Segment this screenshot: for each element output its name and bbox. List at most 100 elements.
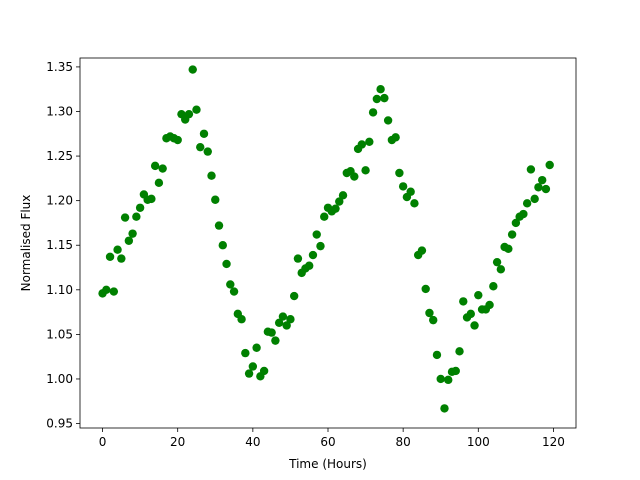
- data-point: [113, 245, 122, 254]
- data-point: [286, 315, 295, 324]
- data-point: [293, 254, 303, 263]
- data-point: [267, 328, 276, 337]
- data-point: [537, 175, 547, 185]
- data-point: [218, 241, 227, 250]
- data-point: [511, 218, 521, 228]
- data-point: [154, 178, 164, 188]
- data-point: [184, 109, 194, 119]
- data-point: [188, 65, 197, 74]
- data-point: [207, 171, 216, 180]
- data-point: [350, 172, 359, 181]
- data-point: [316, 241, 325, 251]
- data-point: [496, 265, 506, 274]
- data-point: [417, 246, 427, 255]
- data-point: [308, 250, 318, 260]
- y-tick-label: 0.95: [46, 417, 73, 431]
- data-point: [158, 164, 167, 173]
- data-point: [526, 165, 536, 174]
- data-point: [391, 133, 400, 142]
- data-point: [192, 105, 201, 114]
- data-point: [380, 93, 389, 103]
- data-point: [278, 312, 288, 321]
- data-point: [252, 343, 261, 352]
- data-point: [395, 168, 404, 178]
- data-point: [410, 199, 419, 208]
- data-point: [105, 252, 115, 262]
- data-point: [312, 230, 321, 239]
- data-point: [398, 182, 408, 191]
- y-tick-label: 1.05: [46, 327, 73, 341]
- data-point: [320, 212, 329, 221]
- data-point: [226, 280, 235, 289]
- data-point: [274, 318, 284, 327]
- data-point: [504, 244, 513, 253]
- y-tick-label: 1.15: [46, 238, 73, 252]
- y-tick-label: 1.25: [46, 149, 73, 163]
- data-point: [365, 137, 374, 147]
- data-points: [98, 65, 554, 413]
- data-point: [361, 166, 370, 175]
- data-point: [150, 161, 160, 171]
- x-axis-label: Time (Hours): [288, 457, 367, 471]
- data-point: [214, 221, 224, 230]
- data-point: [372, 94, 382, 104]
- data-point: [222, 259, 231, 269]
- data-point: [406, 187, 415, 196]
- data-point: [440, 404, 449, 413]
- x-tick-label: 120: [542, 435, 565, 449]
- x-tick-label: 0: [99, 435, 107, 449]
- data-point: [357, 140, 367, 149]
- data-point: [117, 254, 126, 263]
- data-point: [124, 236, 134, 245]
- data-point: [248, 362, 258, 371]
- data-point: [331, 204, 340, 213]
- data-point: [522, 199, 532, 208]
- data-point: [135, 203, 145, 212]
- data-point: [376, 85, 385, 94]
- data-point: [338, 191, 348, 200]
- data-point: [132, 212, 141, 221]
- data-point: [271, 336, 280, 345]
- y-tick-label: 1.10: [46, 283, 73, 297]
- data-point: [211, 195, 220, 204]
- data-point: [485, 300, 494, 310]
- data-point: [507, 230, 517, 239]
- data-point: [530, 194, 539, 204]
- data-point: [466, 309, 475, 319]
- x-tick-label: 80: [396, 435, 411, 449]
- data-point: [474, 290, 483, 300]
- data-point: [173, 135, 182, 145]
- x-tick-label: 100: [467, 435, 490, 449]
- data-point: [541, 184, 551, 194]
- data-point: [451, 366, 460, 376]
- data-point: [492, 257, 502, 267]
- data-point: [120, 213, 130, 222]
- data-point: [368, 108, 378, 117]
- data-point: [545, 160, 554, 170]
- data-point: [470, 321, 479, 330]
- data-point: [289, 291, 299, 301]
- data-point: [534, 183, 543, 192]
- y-tick-label: 1.35: [46, 60, 73, 74]
- plot-area: [80, 58, 576, 428]
- data-point: [335, 197, 344, 206]
- data-point: [102, 285, 111, 295]
- data-point: [229, 287, 239, 296]
- data-point: [196, 142, 205, 152]
- plot-frame: [79, 57, 577, 429]
- x-axis-ticks: 0 20 40 60 80 100 120: [99, 428, 565, 449]
- data-point: [203, 147, 212, 156]
- data-point: [459, 297, 468, 306]
- data-point: [199, 129, 209, 138]
- data-point: [421, 284, 430, 294]
- data-point: [241, 348, 250, 358]
- data-point: [425, 308, 434, 318]
- data-point: [489, 282, 498, 291]
- x-tick-label: 20: [170, 435, 185, 449]
- y-axis-label: Normalised Flux: [19, 195, 33, 292]
- y-axis-ticks: 0.95 1.00 1.05 1.10 1.15 1.20 1.25 1.30 1.35: [46, 60, 80, 431]
- x-tick-label: 60: [320, 435, 335, 449]
- data-point: [147, 194, 156, 204]
- data-point: [519, 209, 528, 219]
- data-point: [429, 315, 438, 325]
